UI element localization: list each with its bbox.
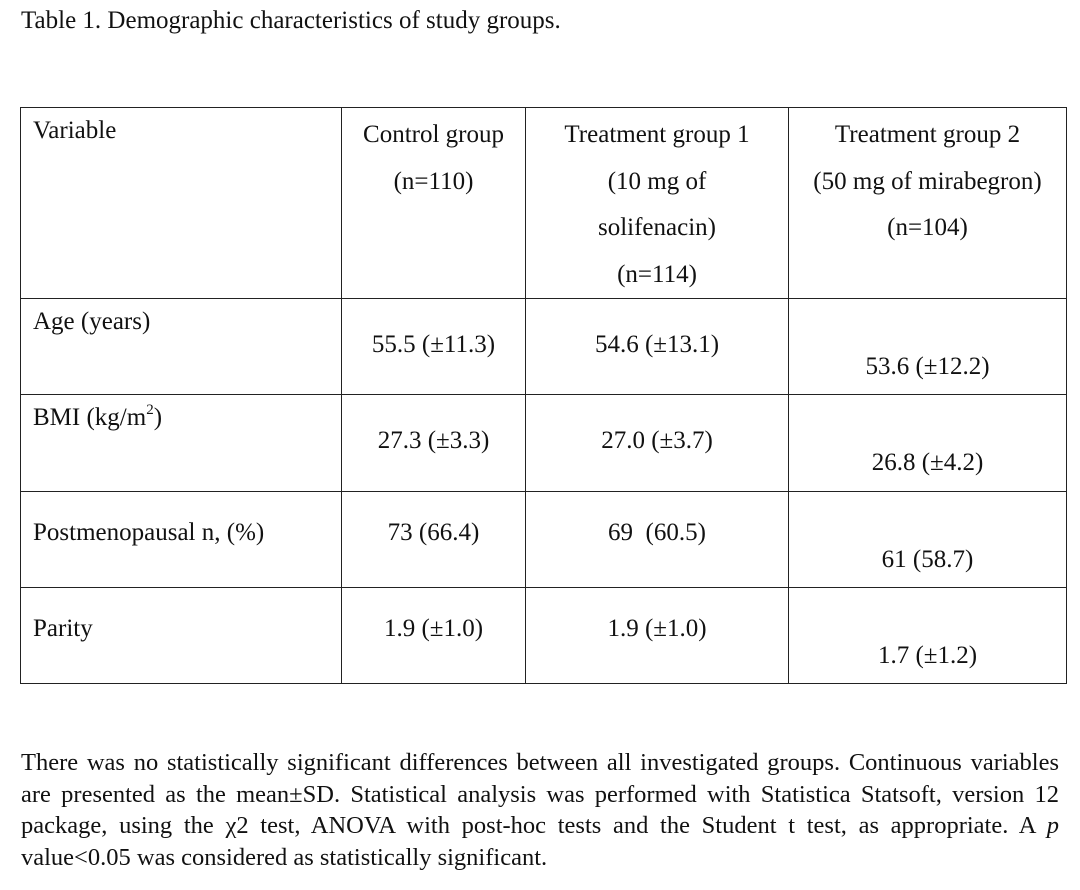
row-label-age: Age (years) xyxy=(20,298,342,396)
table-row-parity: Parity 1.9 (±1.0) 1.9 (±1.0) 1.7 (±1.2) xyxy=(20,586,1067,685)
table-row-bmi: BMI (kg/m2) 27.3 (±3.3) 27.0 (±3.7) 26.8… xyxy=(20,394,1067,492)
header-line: (n=104) xyxy=(887,214,968,241)
row-label-postmenopausal: Postmenopausal n, (%) xyxy=(20,490,342,588)
cell-control-parity: 1.9 (±1.0) xyxy=(341,586,526,685)
cell-treatment1-bmi: 27.0 (±3.7) xyxy=(525,394,789,492)
bmi-label-close: ) xyxy=(153,404,163,432)
footnote-p-symbol: p xyxy=(1046,812,1059,839)
cell-treatment2-age: 53.6 (±12.2) xyxy=(788,298,1067,396)
row-label-parity: Parity xyxy=(20,586,342,685)
demographics-table: Variable Control group (n=110) Treatment… xyxy=(20,106,1067,685)
cell-control-postmenopausal: 73 (66.4) xyxy=(341,490,526,588)
table-caption: Table 1. Demographic characteristics of … xyxy=(21,7,561,34)
cell-treatment2-postmenopausal: 61 (58.7) xyxy=(788,490,1067,588)
footnote-text: There was no statistically significant d… xyxy=(21,749,1059,839)
cell-treatment1-postmenopausal: 69 (60.5) xyxy=(525,490,789,588)
cell-treatment1-age: 54.6 (±13.1) xyxy=(525,298,789,396)
header-line: Treatment group 2 xyxy=(834,121,1021,148)
header-line: solifenacin) xyxy=(597,214,716,241)
table-row-age: Age (years) 55.5 (±11.3) 54.6 (±13.1) 53… xyxy=(20,298,1067,396)
cell-control-age: 55.5 (±11.3) xyxy=(341,298,526,396)
header-line: Treatment group 1 xyxy=(564,121,750,148)
table-row-postmenopausal: Postmenopausal n, (%) 73 (66.4) 69 (60.5… xyxy=(20,490,1067,588)
table-footnote: There was no statistically significant d… xyxy=(21,747,1059,873)
cell-treatment2-bmi: 26.8 (±4.2) xyxy=(788,394,1067,492)
header-line: (n=110) xyxy=(393,167,474,195)
header-control-group: Control group (n=110) xyxy=(341,106,526,300)
cell-treatment2-parity: 1.7 (±1.2) xyxy=(788,586,1067,685)
row-label-bmi: BMI (kg/m2) xyxy=(20,394,342,492)
table-header-row: Variable Control group (n=110) Treatment… xyxy=(20,106,1067,300)
bmi-label-text: BMI (kg/m xyxy=(33,404,147,432)
header-treatment-group-1: Treatment group 1 (10 mg of solifenacin)… xyxy=(525,106,789,300)
header-variable: Variable xyxy=(20,106,342,300)
header-line: Control group xyxy=(363,121,504,148)
cell-control-bmi: 27.3 (±3.3) xyxy=(341,394,526,492)
header-line: (n=114) xyxy=(617,260,697,288)
bmi-label-superscript: 2 xyxy=(146,402,154,419)
header-treatment-group-2: Treatment group 2 (50 mg of mirabegron) … xyxy=(788,106,1067,300)
header-line: (10 mg of xyxy=(607,167,707,195)
header-line: (50 mg of mirabegron) xyxy=(813,167,1042,195)
cell-treatment1-parity: 1.9 (±1.0) xyxy=(525,586,789,685)
footnote-text-end: value<0.05 was considered as statistical… xyxy=(21,843,548,871)
